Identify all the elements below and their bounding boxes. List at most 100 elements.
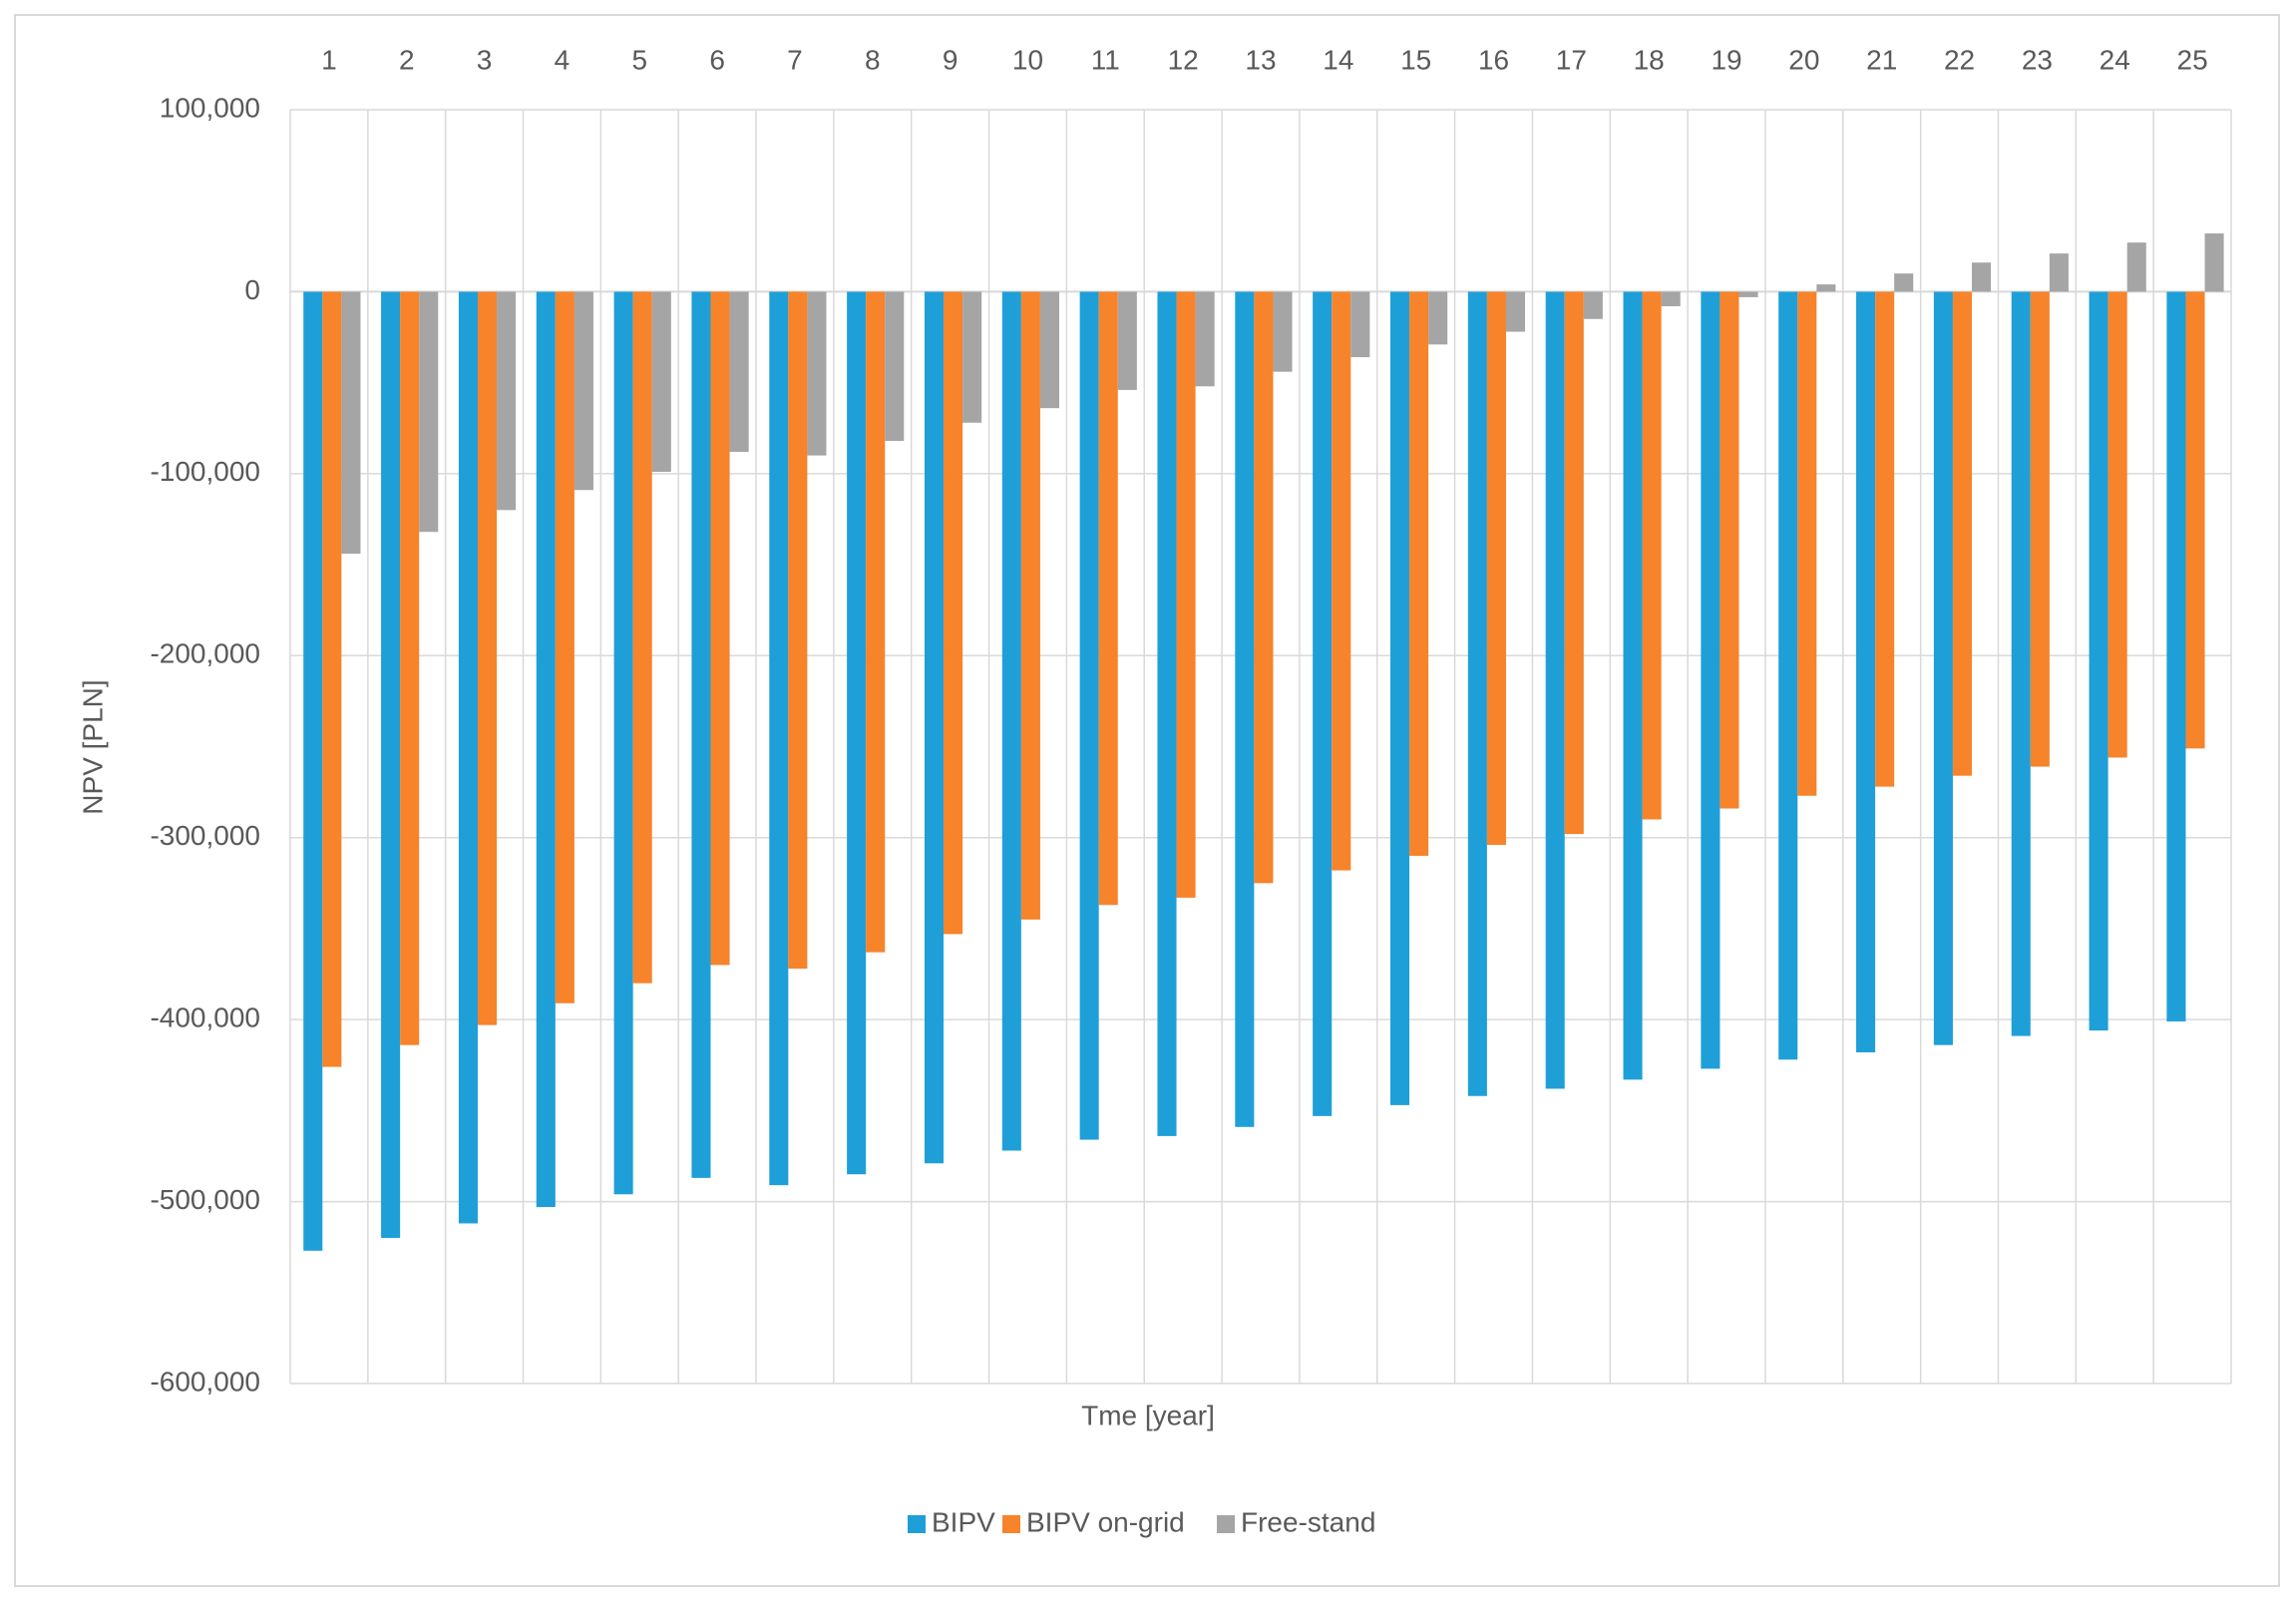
bar (1039, 291, 1060, 409)
bar (1952, 291, 1973, 776)
bar (1738, 291, 1758, 297)
bar (1313, 291, 1333, 1116)
bar (632, 291, 652, 984)
bar (1642, 291, 1662, 820)
bar (2089, 291, 2108, 1031)
x-tick-label: 15 (1400, 44, 1431, 75)
y-tick-label: 0 (244, 274, 260, 305)
bar (1332, 291, 1351, 871)
bar (303, 291, 323, 1251)
bar (1486, 291, 1506, 846)
bar (2011, 291, 2031, 1036)
x-tick-label: 1 (321, 44, 337, 75)
bar (1972, 262, 1992, 292)
bar (1350, 291, 1370, 358)
bar (1157, 291, 1177, 1136)
bar (788, 291, 808, 970)
y-axis-label: NPV [PLN] (77, 679, 108, 814)
bar (1254, 291, 1274, 884)
bar (458, 291, 478, 1224)
x-tick-label: 16 (1478, 44, 1509, 75)
x-tick-label: 12 (1168, 44, 1199, 75)
legend-swatch (1002, 1515, 1020, 1533)
y-tick-label: -500,000 (150, 1184, 260, 1215)
x-tick-label: 18 (1634, 44, 1665, 75)
bar (2126, 242, 2146, 292)
legend-label: Free-stand (1241, 1506, 1375, 1537)
x-tick-label: 4 (555, 44, 571, 75)
bar (1428, 291, 1448, 345)
bar (477, 291, 498, 1025)
x-tick-label: 6 (709, 44, 725, 75)
bar (1195, 291, 1215, 387)
bar (1545, 291, 1565, 1089)
bar (1273, 291, 1293, 372)
x-tick-label: 22 (1944, 44, 1975, 75)
legend-label: BIPV (932, 1506, 995, 1537)
bar (1117, 291, 1137, 390)
x-tick-label: 5 (631, 44, 647, 75)
x-tick-label: 2 (399, 44, 415, 75)
y-tick-label: -100,000 (150, 456, 260, 487)
y-tick-label: -600,000 (150, 1366, 260, 1397)
bar (574, 291, 593, 491)
y-tick-label: -300,000 (150, 820, 260, 851)
bar (536, 291, 556, 1208)
x-tick-label: 19 (1711, 44, 1741, 75)
bar (962, 291, 982, 423)
bar (1467, 291, 1487, 1096)
x-tick-label: 14 (1323, 44, 1353, 75)
bar (1623, 291, 1643, 1080)
bar (1098, 291, 1118, 906)
legend-swatch (908, 1515, 926, 1533)
bar (1001, 291, 1021, 1151)
x-tick-label: 7 (787, 44, 803, 75)
bar (1389, 291, 1410, 1105)
bar (1176, 291, 1196, 898)
bar (2166, 291, 2186, 1021)
x-tick-label: 23 (2022, 44, 2053, 75)
bar (1235, 291, 1255, 1127)
legend-label: BIPV on-grid (1026, 1506, 1185, 1537)
x-tick-label: 21 (1866, 44, 1897, 75)
x-tick-label: 25 (2177, 44, 2208, 75)
bar (1505, 291, 1526, 332)
bar (1778, 291, 1798, 1060)
bar (1894, 273, 1914, 292)
bar (497, 291, 517, 511)
bar (322, 291, 342, 1067)
x-axis-label: Tme [year] (1081, 1400, 1215, 1430)
bar (691, 291, 711, 1178)
bar (2030, 291, 2050, 767)
bar (2185, 291, 2205, 749)
bar (1409, 291, 1429, 856)
x-tick-label: 20 (1788, 44, 1819, 75)
x-tick-label: 8 (865, 44, 881, 75)
bar (885, 291, 905, 442)
bar (1816, 284, 1836, 292)
bar (1875, 291, 1895, 787)
bar (613, 291, 633, 1195)
x-tick-label: 24 (2100, 44, 2130, 75)
bar (2204, 233, 2224, 292)
bar (2107, 291, 2127, 758)
x-tick-label: 17 (1556, 44, 1587, 75)
y-tick-label: -400,000 (150, 1002, 260, 1033)
y-tick-label: 100,000 (160, 92, 260, 123)
bar (1583, 291, 1603, 319)
bar (400, 291, 420, 1045)
bar (1720, 291, 1739, 809)
bar (1564, 291, 1584, 835)
bar (1856, 291, 1876, 1052)
bar (1661, 291, 1681, 307)
x-tick-label: 13 (1245, 44, 1276, 75)
bar (1797, 291, 1817, 796)
x-tick-label: 3 (477, 44, 493, 75)
bar (924, 291, 945, 1164)
bar (710, 291, 730, 966)
bar (729, 291, 749, 452)
x-tick-label: 10 (1012, 44, 1043, 75)
bar (807, 291, 827, 456)
bar (555, 291, 574, 1003)
